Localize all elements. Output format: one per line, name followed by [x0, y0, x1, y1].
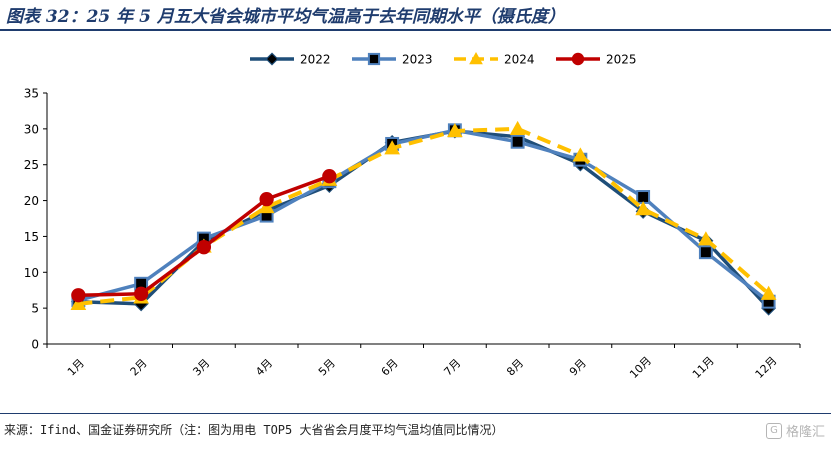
legend-label-2022: 2022	[300, 53, 331, 67]
x-tick-label: 12月	[753, 354, 780, 381]
x-tick-label: 7月	[441, 357, 463, 379]
y-tick-label: 15	[24, 230, 39, 244]
x-tick-label: 2月	[128, 357, 150, 379]
chart-title: 图表 32：25 年 5 月五大省会城市平均气温高于去年同期水平（摄氏度）	[6, 7, 565, 27]
y-tick-label: 5	[31, 302, 39, 316]
series-line-2024	[78, 126, 770, 306]
y-tick-label: 20	[24, 194, 39, 208]
data-point-2025	[259, 191, 274, 207]
legend-marker-2024	[469, 51, 483, 65]
x-tick-label: 8月	[504, 357, 526, 379]
series-2023	[71, 123, 776, 309]
data-point-2023	[698, 245, 713, 260]
x-tick-label: 6月	[379, 357, 401, 379]
data-point-2025	[71, 288, 86, 303]
data-point-2024	[447, 122, 463, 138]
legend-label-2024: 2024	[504, 53, 535, 67]
x-tick-label: 1月	[65, 357, 87, 379]
legend-label-2025: 2025	[606, 53, 637, 67]
legend: 2022 2023 2024 2025	[250, 51, 637, 67]
x-tick-label: 11月	[690, 354, 717, 381]
legend-marker-2023	[367, 52, 381, 66]
series-line-2023	[77, 128, 770, 304]
legend-item-2024: 2024	[454, 51, 535, 67]
data-point-2024	[698, 231, 714, 246]
series-2025	[71, 169, 337, 303]
series-layer	[70, 120, 777, 316]
x-tick-label: 3月	[190, 357, 212, 379]
legend-marker-2022	[265, 52, 279, 66]
data-point-2024	[258, 198, 275, 214]
data-point-2024	[635, 201, 651, 216]
watermark-logo-icon: G	[765, 422, 782, 439]
y-tick-label: 35	[24, 87, 39, 101]
watermark: G 格隆汇	[765, 421, 825, 440]
legend-marker-2025	[571, 52, 585, 66]
data-point-2024	[384, 140, 400, 155]
y-tick-label: 10	[24, 266, 39, 280]
series-line-2022	[78, 129, 770, 310]
data-point-2025	[322, 169, 337, 184]
x-tick-label: 5月	[316, 357, 338, 379]
data-point-2024	[509, 120, 526, 135]
source-note: 来源：Ifind、国金证券研究所（注：图为用电 TOP5 大省省会月度平均气温均…	[4, 423, 504, 437]
y-tick-label: 0	[31, 338, 39, 352]
data-point-2025	[133, 286, 149, 301]
legend-item-2022: 2022	[250, 52, 331, 67]
data-point-2024	[760, 285, 777, 300]
legend-label-2023: 2023	[402, 53, 433, 67]
y-tick-label: 25	[24, 158, 39, 172]
data-point-2024	[70, 295, 87, 310]
legend-item-2025: 2025	[556, 53, 637, 67]
x-tick-label: 9月	[567, 357, 589, 379]
legend-item-2023: 2023	[352, 53, 433, 67]
source-divider	[0, 413, 831, 414]
x-tick-label: 4月	[253, 357, 275, 379]
data-point-2023	[510, 134, 525, 149]
x-tick-label: 10月	[627, 354, 654, 381]
watermark-text: 格隆汇	[785, 425, 825, 440]
y-tick-label: 30	[24, 122, 39, 136]
data-point-2024	[572, 147, 589, 162]
title-divider	[0, 29, 831, 31]
series-2024	[70, 120, 777, 310]
data-point-2025	[196, 240, 212, 255]
